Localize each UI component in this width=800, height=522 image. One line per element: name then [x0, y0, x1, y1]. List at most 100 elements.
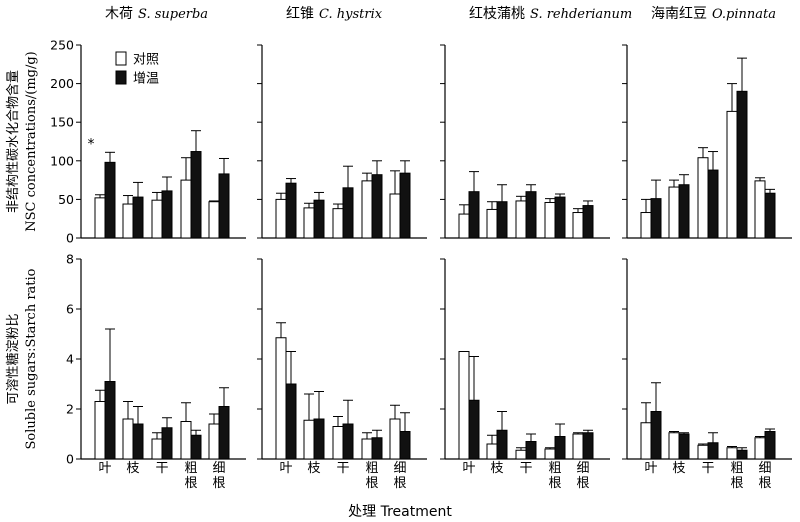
significance-mark: * — [88, 136, 95, 152]
panel-title: 红锥 C. hystrix — [286, 6, 383, 22]
x-tick-label: 粗根 — [365, 461, 378, 491]
control-bar — [275, 198, 287, 239]
x-tick-label: 枝 — [126, 461, 139, 476]
control-bar — [303, 419, 315, 460]
warming-bar — [399, 431, 411, 460]
control-bar — [697, 157, 709, 239]
control-bar — [180, 179, 192, 239]
y-tick-label: 250 — [50, 38, 74, 53]
y-axis-label-cn: 非结构性碳水化合物含量 — [5, 70, 21, 213]
control-bar — [458, 213, 470, 239]
control-bar — [754, 437, 766, 460]
x-tick-label: 叶 — [98, 461, 111, 476]
panel-title-cn: 红锥 — [286, 6, 314, 22]
panel-title-cn: 木荷 — [105, 6, 133, 22]
panel-title-cn: 海南红豆 — [651, 6, 707, 22]
control-bar — [668, 186, 680, 239]
legend-swatch-warming — [115, 70, 127, 85]
control-bar — [122, 203, 134, 239]
y-axis-label-en: Soluble sugars:Starch ratio — [24, 268, 39, 449]
bars-layer — [94, 51, 776, 460]
legend-label-warming: 增温 — [133, 72, 159, 87]
panel-title-cn: 红枝蒲桃 — [469, 6, 525, 22]
x-tick-label: 叶 — [462, 461, 475, 476]
warming-bar — [582, 432, 594, 460]
warming-bar — [736, 449, 748, 460]
warming-bar — [190, 151, 202, 239]
y-axis-label-cn: 可溶性糖淀粉比 — [5, 313, 21, 404]
panel-title-latin: S. superba — [138, 7, 208, 22]
warming-bar — [554, 196, 566, 239]
warming-bar — [678, 433, 690, 460]
y-tick-label: 200 — [50, 76, 74, 91]
y-tick-label: 50 — [58, 192, 74, 207]
warming-bar — [496, 429, 508, 460]
y-tick-label: 6 — [66, 302, 74, 317]
warming-bar — [371, 174, 383, 239]
x-tick-label: 枝 — [307, 461, 320, 476]
legend-swatch-control — [115, 51, 127, 66]
x-tick-label: 粗根 — [184, 461, 197, 491]
warming-bar — [313, 199, 325, 239]
panel-title-latin: C. hystrix — [319, 7, 383, 22]
x-tick-label: 细根 — [393, 461, 406, 491]
control-bar — [726, 447, 738, 460]
warming-bar — [132, 196, 144, 239]
control-bar — [515, 200, 527, 239]
y-tick-label: 150 — [50, 115, 74, 130]
warming-bar — [161, 190, 173, 239]
y-tick-label: 0 — [66, 452, 74, 467]
y-tick-label: 8 — [66, 252, 74, 267]
control-bar — [361, 438, 373, 460]
warming-bar — [161, 427, 173, 460]
x-tick-label: 细根 — [576, 461, 589, 491]
warming-bar — [342, 423, 354, 460]
warming-bar — [285, 383, 297, 460]
x-tick-label: 干 — [701, 461, 714, 476]
control-bar — [515, 449, 527, 460]
warming-bar — [650, 198, 662, 239]
control-bar — [389, 418, 401, 460]
warming-bar — [582, 205, 594, 239]
warming-bar — [736, 90, 748, 239]
y-tick-label: 2 — [66, 402, 74, 417]
panel-title: 海南红豆 O.pinnata — [651, 6, 776, 22]
y-tick-label: 100 — [50, 153, 74, 168]
control-bar — [332, 208, 344, 239]
y-tick-label: 4 — [66, 352, 74, 367]
warming-bar — [525, 441, 537, 460]
control-bar — [486, 208, 498, 239]
control-bar — [572, 433, 584, 460]
control-bar — [640, 422, 652, 460]
warming-bar — [496, 201, 508, 239]
control-bar — [151, 199, 163, 239]
control-bar — [208, 201, 220, 239]
control-bar — [389, 193, 401, 239]
text-layer: 0 50 100 150 200 250 * 木荷 S. superba 红锥 C. hystrix… — [5, 6, 776, 520]
warming-bar — [218, 406, 230, 460]
control-bar — [754, 180, 766, 239]
control-bar — [544, 448, 556, 460]
warming-bar — [468, 399, 480, 460]
panel-title: 红枝蒲桃 S. rehderianum — [469, 6, 632, 22]
control-bar — [303, 207, 315, 239]
warming-bar — [764, 431, 776, 460]
warming-bar — [650, 411, 662, 460]
control-bar — [544, 201, 556, 239]
warming-bar — [104, 381, 116, 460]
warming-bar — [371, 437, 383, 460]
control-bar — [94, 401, 106, 460]
control-bar — [697, 444, 709, 460]
panel-title-latin: S. rehderianum — [530, 7, 632, 22]
x-tick-label: 干 — [336, 461, 349, 476]
warming-bar — [313, 418, 325, 460]
warming-bar — [554, 436, 566, 460]
x-tick-label: 细根 — [758, 461, 771, 491]
warming-bar — [678, 184, 690, 239]
x-tick-label: 粗根 — [730, 461, 743, 491]
control-bar — [180, 421, 192, 460]
panel-title: 木荷 S. superba — [105, 6, 208, 22]
x-tick-label: 干 — [155, 461, 168, 476]
control-bar — [94, 197, 106, 239]
